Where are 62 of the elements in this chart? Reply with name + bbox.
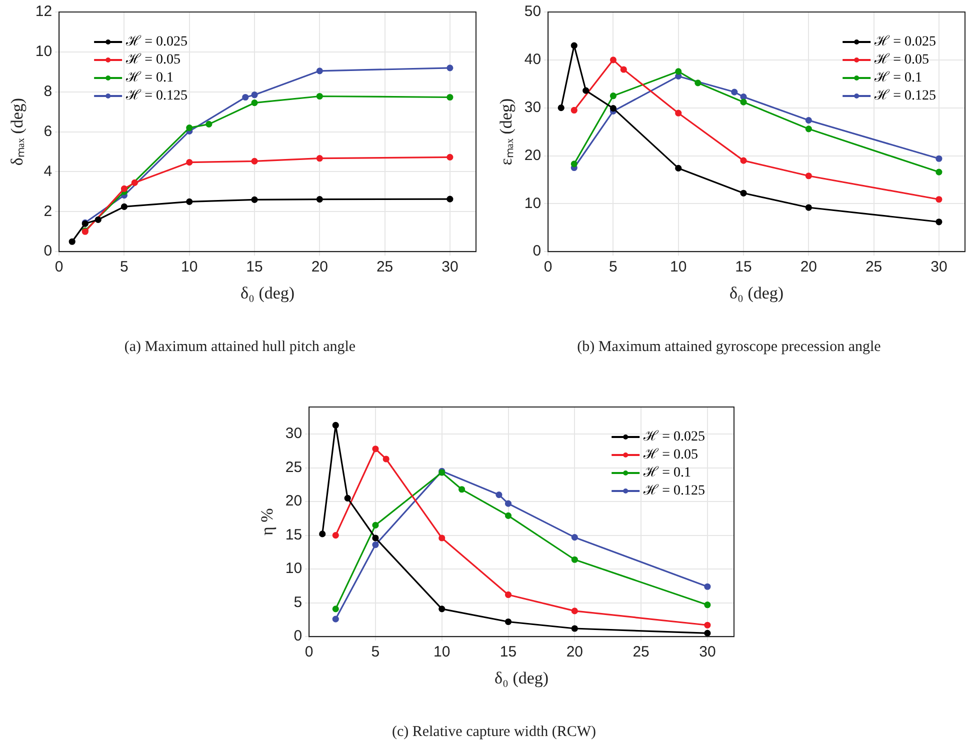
text: (a) Maximum attained hull pitch angle	[124, 338, 356, 355]
y-tick-label: 10	[35, 43, 52, 60]
x-tick-label: 30	[699, 644, 716, 661]
y-tick-label: 12	[35, 3, 52, 20]
x-tick-label: 0	[304, 644, 314, 661]
y-tick-label: 30	[285, 425, 302, 442]
y-tick-label: 0	[44, 242, 52, 260]
x-tick-label: 15	[246, 258, 263, 276]
y-axis-title: η %	[258, 508, 277, 536]
y-tick-label: 0	[294, 628, 302, 645]
x-tick-label: 5	[371, 644, 380, 661]
text: (b) Maximum attained gyroscope precession angle	[577, 338, 882, 355]
y-tick-label: 5	[294, 594, 302, 611]
x-tick-label: 25	[865, 258, 882, 276]
y-tick-label: 20	[524, 146, 542, 164]
x-axis-title: δ₀ (deg)	[240, 283, 295, 302]
y-tick-label: 40	[524, 51, 542, 68]
legend-label: ℋ = 0.125	[874, 88, 936, 104]
x-axis-title: δ₀ (deg)	[494, 668, 549, 688]
x-tick-label: 5	[120, 258, 128, 276]
legend-label: ℋ = 0.025	[642, 430, 706, 445]
x-tick-label: 10	[181, 258, 198, 276]
y-tick-label: 10	[524, 194, 542, 212]
x-tick-label: 15	[500, 644, 517, 661]
legend-label: ℋ = 0.05	[874, 52, 930, 68]
legend-label: ℋ = 0.1	[874, 70, 922, 86]
y-tick-label: 2	[44, 202, 52, 220]
x-axis-title: δ₀ (deg)	[730, 283, 784, 302]
y-axis-title: εₘₐₓ (deg)	[496, 98, 516, 166]
x-tick-label: 30	[442, 258, 458, 276]
legend-label: ℋ = 0.1	[125, 70, 174, 86]
y-tick-label: 25	[285, 458, 302, 476]
y-tick-label: 0	[532, 242, 542, 260]
y-tick-label: 30	[524, 98, 542, 116]
x-tick-label: 25	[376, 258, 394, 276]
legend-label: ℋ = 0.025	[125, 34, 188, 50]
legend-label: ℋ = 0.125	[642, 484, 706, 499]
legend-label: ℋ = 0.05	[642, 448, 698, 463]
y-tick-label: 6	[44, 122, 52, 140]
y-axis-title: δₘₐₓ (deg)	[8, 98, 27, 166]
legend-label: ℋ = 0.1	[642, 466, 692, 481]
legend-label: ℋ = 0.025	[874, 34, 936, 50]
x-tick-label: 25	[632, 644, 650, 661]
text: (c) Relative capture width (RCW)	[392, 724, 596, 740]
y-tick-label: 4	[44, 162, 52, 180]
x-tick-label: 5	[609, 258, 618, 276]
x-tick-label: 20	[311, 258, 328, 276]
x-tick-label: 30	[930, 258, 948, 276]
y-tick-label: 8	[44, 83, 52, 100]
x-tick-label: 10	[670, 258, 687, 276]
y-tick-label: 10	[285, 560, 302, 578]
y-tick-label: 15	[285, 526, 302, 544]
x-tick-label: 20	[800, 258, 817, 276]
x-tick-label: 10	[434, 644, 450, 661]
x-tick-label: 0	[544, 258, 552, 276]
x-tick-label: 20	[566, 644, 583, 661]
legend-label: ℋ = 0.125	[125, 88, 188, 104]
x-tick-label: 15	[735, 258, 752, 276]
x-tick-label: 0	[54, 258, 64, 276]
y-tick-label: 50	[524, 3, 542, 20]
legend-label: ℋ = 0.05	[125, 52, 180, 68]
y-tick-label: 20	[285, 492, 302, 510]
